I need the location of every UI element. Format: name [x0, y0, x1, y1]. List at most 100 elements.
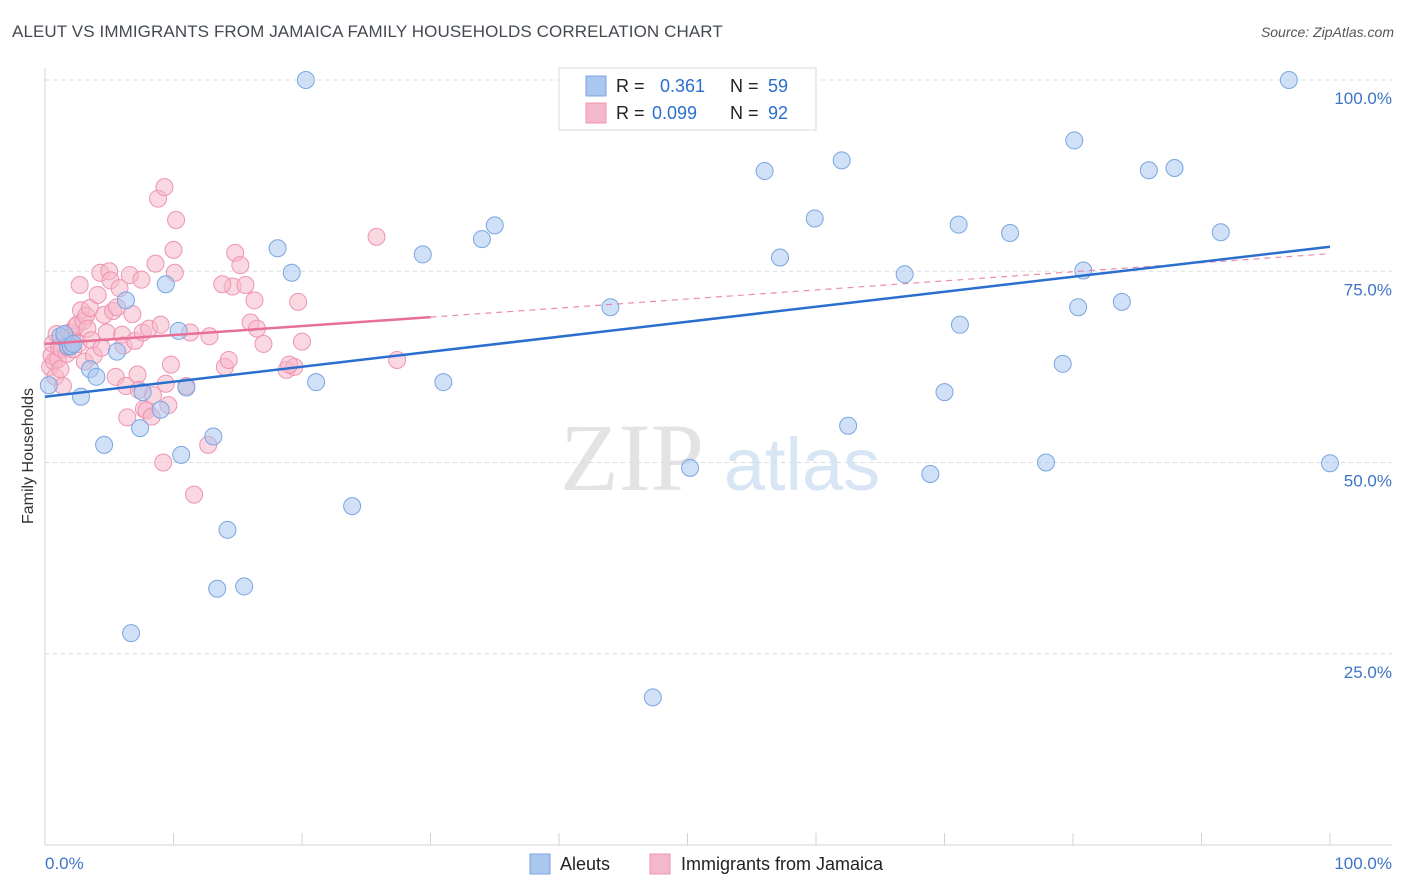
- aleuts-point: [169, 321, 188, 340]
- legend-n-label-jamaica: N =: [730, 103, 759, 123]
- legend-bottom: Aleuts Immigrants from Jamaica: [529, 853, 884, 875]
- legend-bottom-label-aleuts: Aleuts: [560, 854, 610, 874]
- y-tick-label: 50.0%: [1344, 472, 1392, 491]
- jamaica-point: [236, 276, 255, 295]
- aleuts-point: [133, 383, 152, 402]
- aleuts-point: [921, 464, 940, 483]
- legend-r-value-aleuts: 0.361: [660, 76, 705, 96]
- legend-bottom-label-jamaica: Immigrants from Jamaica: [681, 854, 884, 874]
- jamaica-point: [128, 365, 147, 384]
- aleuts-point: [1001, 224, 1020, 242]
- jamaica-point: [146, 254, 165, 273]
- jamaica-point: [231, 256, 250, 275]
- jamaica-point: [154, 453, 173, 472]
- aleuts-point: [1112, 292, 1131, 311]
- jamaica-point: [280, 355, 299, 374]
- aleuts-point: [64, 334, 83, 353]
- jamaica-point: [213, 275, 232, 294]
- x-tick-label-min: 0.0%: [45, 854, 84, 873]
- aleuts-point: [268, 239, 287, 258]
- aleuts-point: [151, 400, 170, 419]
- jamaica-point: [293, 332, 311, 351]
- aleuts-point: [1069, 298, 1088, 317]
- jamaica-point: [245, 291, 264, 310]
- aleuts-point: [1139, 161, 1158, 180]
- jamaica-point: [132, 270, 151, 289]
- legend-swatch-aleuts: [585, 75, 607, 97]
- jamaica-point: [51, 360, 70, 379]
- axes: [44, 68, 1392, 846]
- jamaica-point: [164, 240, 183, 259]
- jamaica-point: [367, 227, 386, 246]
- source-credit: Source: ZipAtlas.com: [1260, 24, 1394, 40]
- legend-n-label-aleuts: N =: [730, 76, 759, 96]
- aleuts-point: [156, 275, 175, 294]
- aleuts-point: [895, 265, 914, 284]
- aleuts-point: [39, 376, 58, 395]
- aleuts-point: [131, 419, 150, 438]
- aleuts-point: [935, 383, 954, 402]
- aleuts-point: [235, 577, 254, 596]
- jamaica-point: [161, 355, 180, 374]
- jamaica-point: [118, 408, 137, 427]
- series-aleuts-points: [39, 71, 1339, 707]
- jamaica-point: [254, 334, 273, 353]
- jamaica-point: [289, 292, 308, 311]
- jamaica-point: [155, 178, 174, 197]
- aleuts-point: [95, 435, 114, 454]
- aleuts-point: [413, 245, 432, 264]
- aleuts-point: [296, 71, 315, 89]
- y-tick-label: 100.0%: [1334, 89, 1392, 108]
- jamaica-point: [88, 285, 107, 304]
- aleuts-point: [1321, 454, 1339, 473]
- legend-n-value-aleuts: 59: [768, 76, 788, 96]
- aleuts-point: [1053, 354, 1072, 373]
- legend-swatch-jamaica: [585, 102, 607, 124]
- legend-r-label-aleuts: R =: [616, 76, 645, 96]
- legend-bottom-swatch-aleuts: [529, 853, 551, 875]
- aleuts-point: [282, 263, 301, 282]
- aleuts-point: [208, 579, 227, 598]
- aleuts-point: [681, 458, 700, 477]
- y-tick-labels: 25.0% 50.0% 75.0% 100.0%: [1334, 89, 1392, 682]
- trendline-jamaica: [44, 315, 431, 346]
- aleuts-point: [1279, 71, 1298, 89]
- aleuts-point: [771, 248, 790, 267]
- aleuts-point: [472, 230, 491, 249]
- aleuts-point: [204, 427, 223, 446]
- x-tick-label-max: 100.0%: [1334, 854, 1392, 873]
- legend-n-value-jamaica: 92: [768, 103, 788, 123]
- y-axis-label: Family Households: [20, 388, 37, 524]
- watermark-zip: ZIP: [560, 404, 704, 511]
- x-ticks: [173, 833, 1331, 845]
- aleuts-point: [87, 367, 106, 386]
- aleuts-point: [805, 209, 824, 228]
- jamaica-point: [70, 276, 89, 295]
- jamaica-point: [151, 315, 170, 334]
- legend-r-value-jamaica: 0.099: [652, 103, 697, 123]
- jamaica-point: [167, 210, 186, 229]
- aleuts-point: [116, 291, 135, 310]
- aleuts-point: [172, 445, 191, 464]
- aleuts-point: [1065, 131, 1084, 150]
- aleuts-point: [601, 298, 620, 317]
- legend-bottom-swatch-jamaica: [649, 853, 671, 875]
- legend-top: R = 0.361 N = 59 R = 0.099 N = 92: [558, 67, 817, 131]
- aleuts-point: [950, 315, 969, 334]
- aleuts-point: [218, 520, 237, 539]
- aleuts-point: [755, 162, 774, 181]
- legend-r-label-jamaica: R =: [616, 103, 645, 123]
- aleuts-point: [949, 215, 968, 234]
- y-tick-label: 25.0%: [1344, 663, 1392, 682]
- aleuts-point: [485, 216, 504, 235]
- trendlines: [44, 245, 1331, 398]
- aleuts-point: [643, 688, 662, 707]
- jamaica-point: [185, 485, 204, 504]
- aleuts-point: [434, 373, 453, 392]
- aleuts-point: [107, 342, 126, 361]
- aleuts-point: [1037, 453, 1056, 472]
- aleuts-point: [839, 416, 858, 435]
- chart-title: ALEUT VS IMMIGRANTS FROM JAMAICA FAMILY …: [12, 22, 723, 41]
- aleuts-point: [1211, 223, 1230, 242]
- y-tick-label: 75.0%: [1344, 280, 1392, 299]
